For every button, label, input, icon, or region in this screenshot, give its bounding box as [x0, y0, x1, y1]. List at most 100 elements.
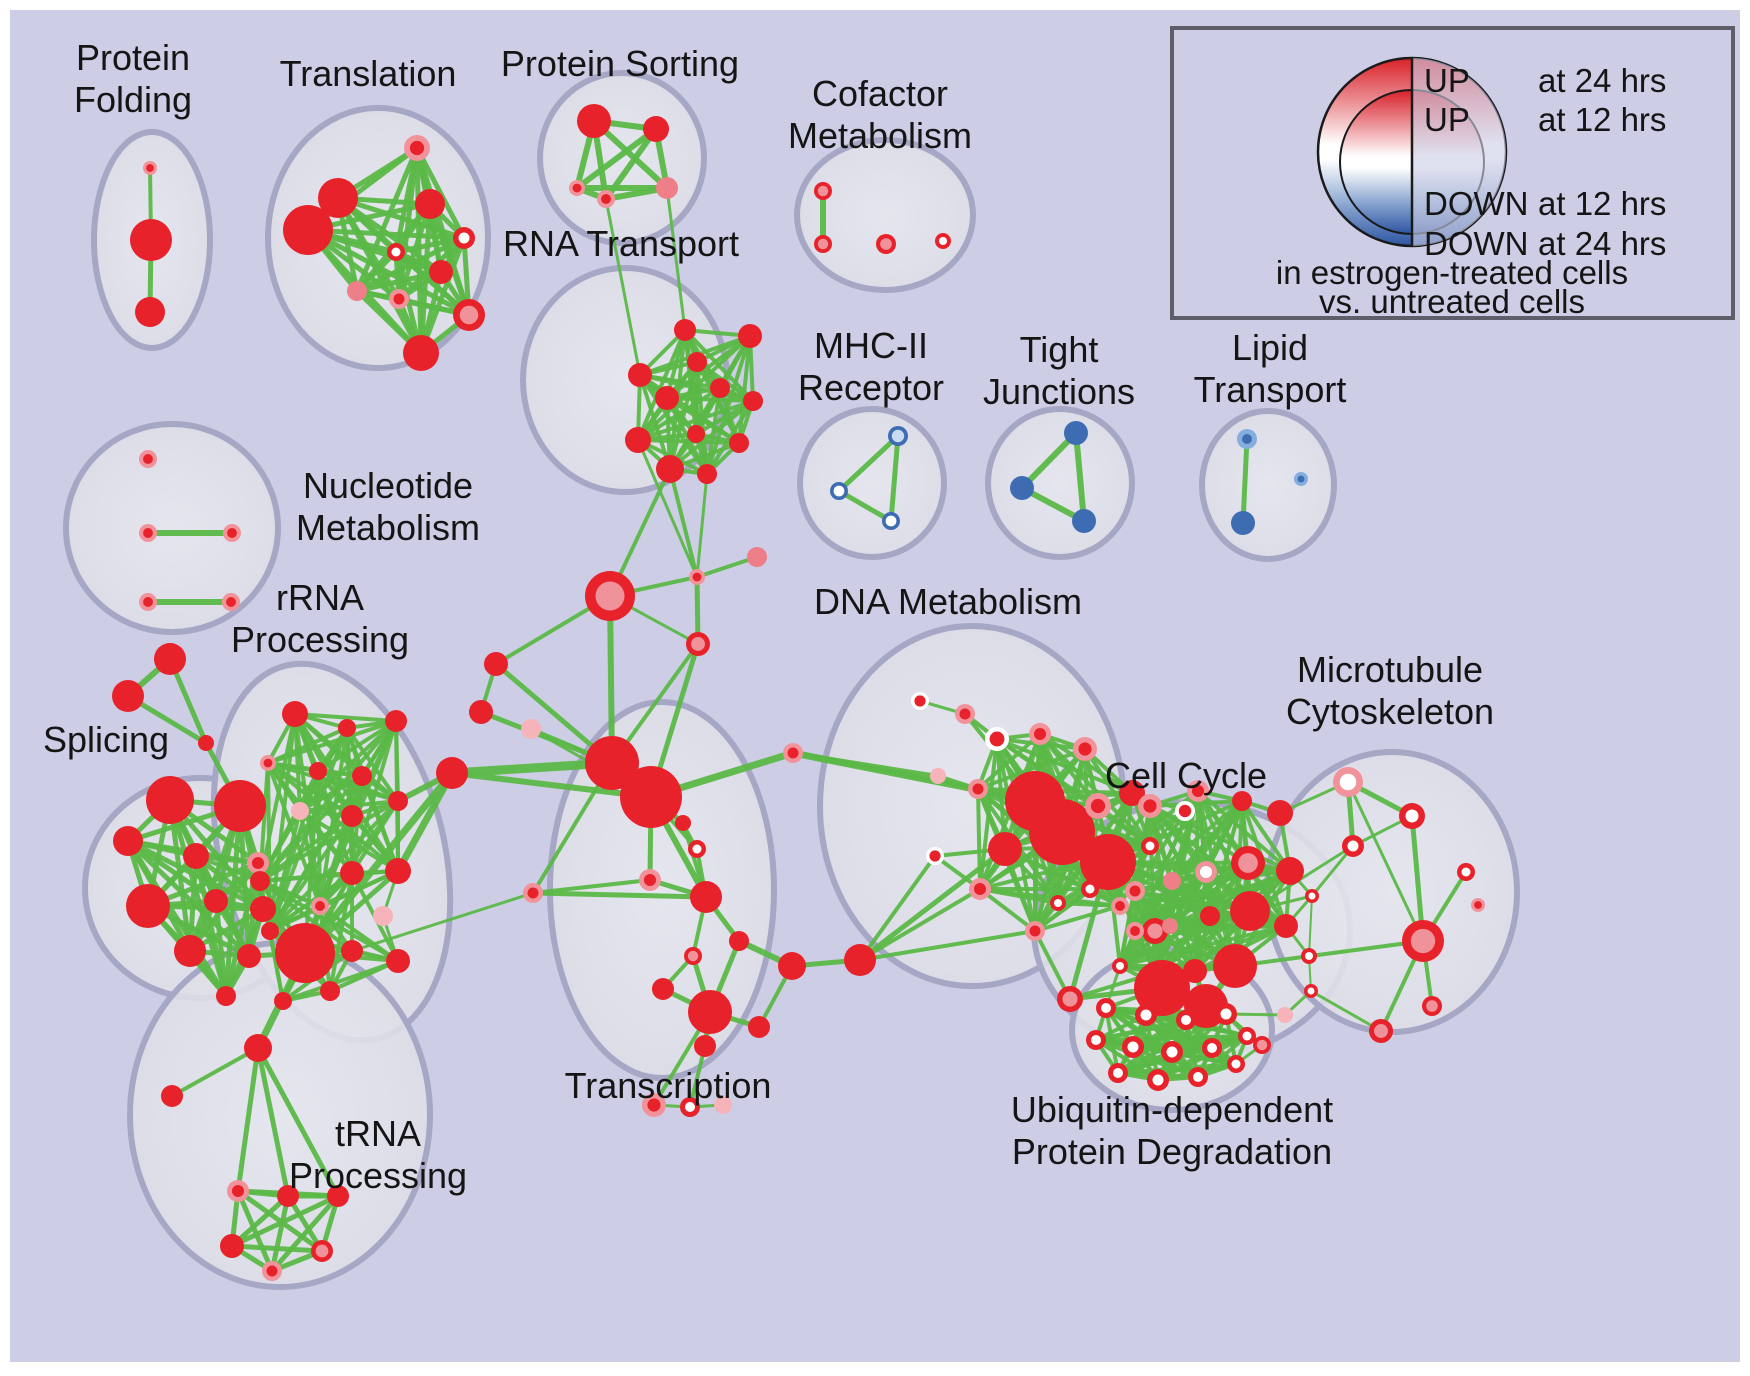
cluster-label-dna-metabolism: DNA Metabolism — [814, 581, 1082, 622]
network-node-q18 — [386, 949, 410, 973]
network-node-tn3 — [227, 1180, 249, 1202]
node-outer — [154, 643, 186, 675]
network-node-G1 — [1134, 960, 1190, 1016]
network-edge — [888, 433, 901, 524]
cluster-ellipse-cofactor-metabolism — [794, 137, 976, 293]
network-node-d8 — [1029, 799, 1095, 865]
network-node-r2 — [738, 324, 762, 348]
cluster-label-line: Ubiquitin-dependent — [1011, 1089, 1333, 1130]
node-core — [251, 856, 265, 870]
network-edge — [1056, 901, 1122, 908]
network-edge — [1033, 887, 1092, 933]
node-core — [687, 950, 699, 962]
legend-row-time: at 24 hrs — [1538, 62, 1666, 99]
network-edge — [531, 878, 652, 895]
network-node-r9 — [687, 425, 705, 443]
node-outer — [643, 116, 669, 142]
network-node-u1 — [675, 815, 691, 831]
node-outer — [183, 843, 209, 869]
node-core — [1242, 1031, 1252, 1041]
cluster-label-line: Receptor — [798, 367, 944, 408]
node-core — [959, 708, 971, 720]
legend-box — [1170, 26, 1735, 320]
cluster-label-line: rRNA — [276, 577, 364, 618]
network-edge — [1309, 989, 1383, 1033]
network-edge — [268, 712, 297, 933]
network-node-tn2 — [161, 1085, 183, 1107]
network-edge — [335, 195, 424, 356]
node-outer — [277, 1185, 299, 1207]
network-edge — [255, 1045, 341, 1199]
cluster-label-cell-cycle: Cell Cycle — [1105, 755, 1267, 796]
network-edge — [393, 235, 467, 255]
node-core — [647, 1098, 661, 1112]
network-node-u15 — [714, 1096, 732, 1114]
node-outer — [930, 768, 946, 784]
node-outer — [1183, 959, 1207, 983]
network-node-v7 — [1161, 1041, 1183, 1063]
network-edge — [636, 386, 722, 442]
node-core — [692, 844, 702, 854]
network-node-kL — [1057, 986, 1083, 1012]
cluster-label-protein-sorting: Protein Sorting — [501, 43, 739, 84]
network-edge — [836, 488, 894, 524]
network-edge — [791, 751, 980, 791]
network-node-d17 — [1025, 921, 1045, 941]
network-node-q13 — [250, 871, 270, 891]
cluster-labels: Protein Folding Translation Protein Sorting… — [43, 37, 1494, 1196]
node-core — [1305, 952, 1313, 960]
network-node-d9 — [1085, 793, 1111, 819]
node-core — [817, 185, 829, 197]
node-core — [315, 1244, 329, 1258]
node-outer — [1276, 857, 1304, 885]
cluster-label-cofactor-metabolism: Cofactor Metabolism — [788, 73, 972, 156]
node-outer — [1230, 891, 1270, 931]
network-node-b4 — [469, 700, 493, 724]
network-node-q3 — [385, 710, 407, 732]
network-edge — [1118, 924, 1288, 968]
cluster-label-line: DNA Metabolism — [814, 581, 1082, 622]
node-core — [1347, 840, 1359, 852]
network-node-w2 — [1277, 1007, 1293, 1023]
node-outer — [135, 297, 165, 327]
node-core — [1090, 798, 1106, 814]
network-node-v2 — [1135, 1004, 1157, 1026]
node-outer — [403, 335, 439, 371]
network-edge — [858, 887, 982, 962]
network-edge — [604, 197, 642, 377]
network-node-g3 — [747, 547, 767, 567]
network-node-k13 — [1230, 891, 1270, 931]
node-outer — [1080, 834, 1136, 890]
network-node-q8 — [341, 805, 363, 827]
network-node-m3 — [882, 512, 900, 530]
node-core — [1181, 1015, 1191, 1025]
network-node-q20 — [274, 992, 292, 1010]
cluster-label-nucleotide-metabolism: Nucleotide Metabolism — [296, 465, 480, 548]
node-outer — [1267, 800, 1293, 826]
network-edge — [1116, 1062, 1238, 1075]
network-node-q12 — [385, 858, 411, 884]
network-edge — [229, 1193, 341, 1249]
node-outer — [690, 881, 722, 913]
node-core — [1461, 867, 1471, 877]
network-node-b1 — [436, 757, 468, 789]
node-core — [1091, 1035, 1101, 1045]
cluster-label-line: Nucleotide — [303, 465, 473, 506]
node-outer — [216, 986, 236, 1006]
network-node-q11 — [340, 861, 364, 885]
node-core — [1256, 1039, 1268, 1051]
node-outer — [652, 978, 674, 1000]
network-node-s4 — [597, 190, 615, 208]
network-node-u7 — [729, 931, 749, 951]
legend-row-label: UP — [1424, 62, 1470, 99]
cluster-label-trna-processing: tRNA Processing — [289, 1113, 467, 1196]
node-outer — [577, 104, 611, 138]
network-edge — [1019, 430, 1079, 491]
network-node-h2 — [620, 766, 682, 828]
network-node-tn1 — [244, 1034, 272, 1062]
network-node-h1 — [585, 736, 639, 790]
network-edge — [449, 770, 654, 800]
network-node-u14 — [680, 1097, 700, 1117]
network-edge — [976, 747, 1087, 791]
